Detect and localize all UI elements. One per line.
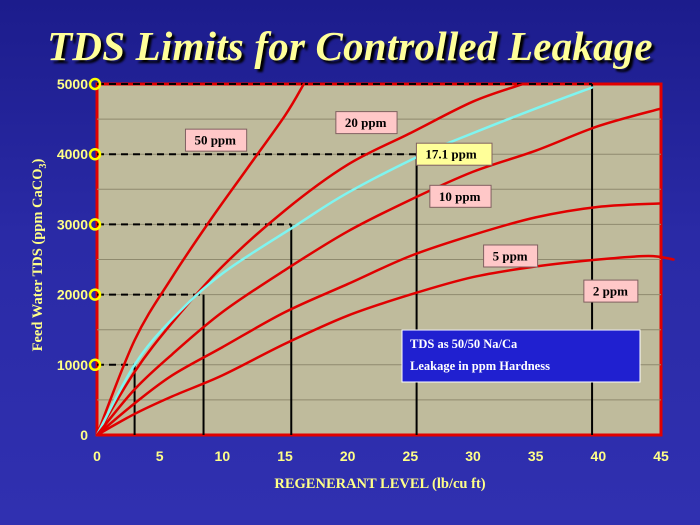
curve-label: 50 ppm: [194, 133, 236, 148]
series-line-50-ppm: [95, 82, 306, 437]
curve-label: 2 ppm: [593, 284, 628, 299]
y-tick-label: 1000: [57, 357, 88, 373]
axis-titles: REGENERANT LEVEL (lb/cu ft) Feed Water TD…: [30, 158, 486, 492]
y-tick-label: 2000: [57, 287, 88, 303]
x-tick-label: 35: [528, 448, 544, 464]
curve-label: 10 ppm: [439, 189, 481, 204]
x-tick-label: 20: [340, 448, 356, 464]
slide-title: TDS Limits for Controlled Leakage: [47, 23, 653, 69]
y-marker-circle: [88, 358, 102, 372]
x-axis-title: REGENERANT LEVEL (lb/cu ft): [274, 476, 485, 492]
x-tick-label: 10: [215, 448, 231, 464]
series-line-10-ppm: [95, 107, 663, 437]
curve-labels: 50 ppm 20 ppm 17.1 ppm 10 ppm 5 ppm 2 ppm: [184, 111, 639, 303]
x-tick-label: 0: [93, 448, 101, 464]
ticks: 0 5 10 15 20 25 30 35 40 45 0 1000 2000 3000 4000 5000: [57, 76, 669, 464]
note-box: TDS as 50/50 Na/Ca Leakage in ppm Hardnes…: [401, 329, 641, 383]
curves: [95, 82, 675, 437]
series-line-17-1-ppm: [95, 86, 594, 437]
y-axis-title-subscript: 3: [38, 163, 49, 168]
y-tick-label: 5000: [57, 76, 88, 92]
y-axis-title: Feed Water TDS (ppm CaCO3): [30, 158, 49, 351]
curve-label-box: [335, 111, 398, 135]
curve-label-box: [184, 128, 248, 152]
series-line-2-ppm: [95, 254, 675, 437]
y-tick-label: 3000: [57, 216, 88, 232]
y-tick-label: 0: [80, 427, 88, 443]
x-tick-label: 40: [591, 448, 607, 464]
x-tick-label: 5: [156, 448, 164, 464]
y-markers: [88, 77, 102, 372]
note-line: TDS as 50/50 Na/Ca: [410, 337, 518, 351]
x-tick-label: 25: [403, 448, 419, 464]
y-marker-circle: [88, 288, 102, 301]
curve-label: 20 ppm: [345, 115, 387, 130]
curve-label-box: [583, 279, 639, 303]
curve-label-box: [415, 142, 493, 166]
curve-label: 17.1 ppm: [425, 147, 476, 162]
y-marker-circle: [88, 77, 102, 91]
y-axis-title-main: Feed Water TDS (ppm CaCO: [30, 168, 46, 351]
y-marker-circle: [88, 147, 102, 161]
series-line-20-ppm: [95, 82, 525, 437]
y-tick-label: 4000: [57, 146, 88, 162]
y-marker-circle: [88, 218, 102, 231]
x-tick-label: 30: [465, 448, 481, 464]
y-axis-title-end: ): [30, 158, 46, 163]
x-tick-label: 15: [277, 448, 293, 464]
curve-label-box: [483, 244, 539, 268]
series-line-5-ppm: [95, 202, 663, 437]
curve-label-box: [429, 184, 492, 208]
note-line: Leakage in ppm Hardness: [410, 359, 550, 373]
note-background: [401, 329, 641, 383]
curve-label: 5 ppm: [493, 248, 528, 263]
x-tick-label: 45: [653, 448, 669, 464]
